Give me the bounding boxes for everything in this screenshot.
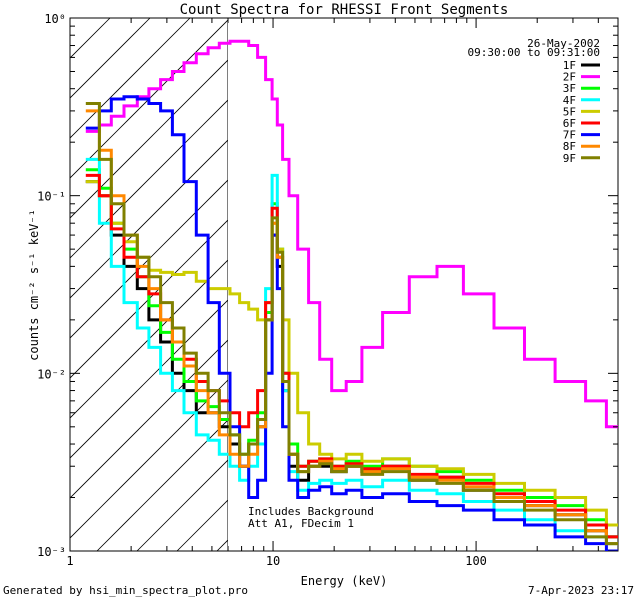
time-range-label: 09:30:00 to 09:31:00 [468, 46, 600, 59]
annotation: Includes Background Att A1, FDecim 1 [248, 505, 374, 530]
plot-frame [69, 17, 619, 552]
x-tick-label: 100 [465, 554, 487, 568]
legend-label: 4F [563, 94, 576, 107]
y-tick-label: 10⁰ [44, 12, 66, 26]
y-axis-label: counts cm⁻² s⁻¹ keV⁻¹ [27, 209, 41, 361]
footer-generated-by: Generated by hsi_min_spectra_plot.pro [3, 584, 248, 597]
axes-layer: 1 10 100 10⁰ 10⁻¹ 10⁻² 10⁻³ [37, 12, 618, 568]
y-tick-label: 10⁻¹ [37, 190, 66, 204]
hatch-line [70, 19, 228, 179]
hatch-line [96, 419, 228, 551]
hatch-line [70, 18, 111, 59]
hatch-line [70, 139, 228, 299]
y-tick-label: 10⁻³ [37, 545, 66, 559]
annotation-line-1: Includes Background [248, 505, 374, 518]
series-line-5F [85, 180, 618, 527]
chart-title: Count Spectra for RHESSI Front Segments [180, 2, 509, 18]
y-tick-label: 10⁻² [37, 367, 66, 381]
hatch-line [70, 99, 228, 259]
header-info: 26-May-2002 09:30:00 to 09:31:00 [468, 37, 600, 59]
hatch-line [70, 379, 228, 539]
hatched-region [70, 18, 228, 551]
legend-label: 8F [563, 140, 576, 153]
hatch-line [216, 539, 228, 551]
x-tick-label: 10 [266, 554, 280, 568]
legend-label: 6F [563, 117, 576, 130]
legend-label: 2F [563, 71, 576, 84]
x-tick-label: 1 [66, 554, 73, 568]
hatch-line [70, 59, 228, 219]
legend-label: 1F [563, 59, 576, 72]
legend-label: 5F [563, 105, 576, 118]
series-line-8F [85, 109, 618, 546]
legend-label: 3F [563, 82, 576, 95]
hatch-line [136, 459, 228, 551]
x-axis-label: Energy (keV) [301, 574, 388, 588]
hatch-line [70, 219, 228, 379]
series-line-9F [85, 102, 618, 546]
series-line-7F [85, 95, 618, 551]
annotation-line-2: Att A1, FDecim 1 [248, 517, 354, 530]
series-line-4F [85, 157, 618, 546]
date-label: 26-May-2002 [527, 37, 600, 50]
series-layer [85, 39, 618, 551]
legend-label: 7F [563, 129, 576, 142]
hatch-line [70, 299, 228, 459]
legend-label: 9F [563, 152, 576, 165]
hatch-line [70, 339, 228, 499]
footer-timestamp: 7-Apr-2023 23:17 [528, 584, 634, 597]
hatch-line [70, 259, 228, 419]
hatch-line [70, 18, 191, 139]
series-line-2F [85, 39, 618, 429]
